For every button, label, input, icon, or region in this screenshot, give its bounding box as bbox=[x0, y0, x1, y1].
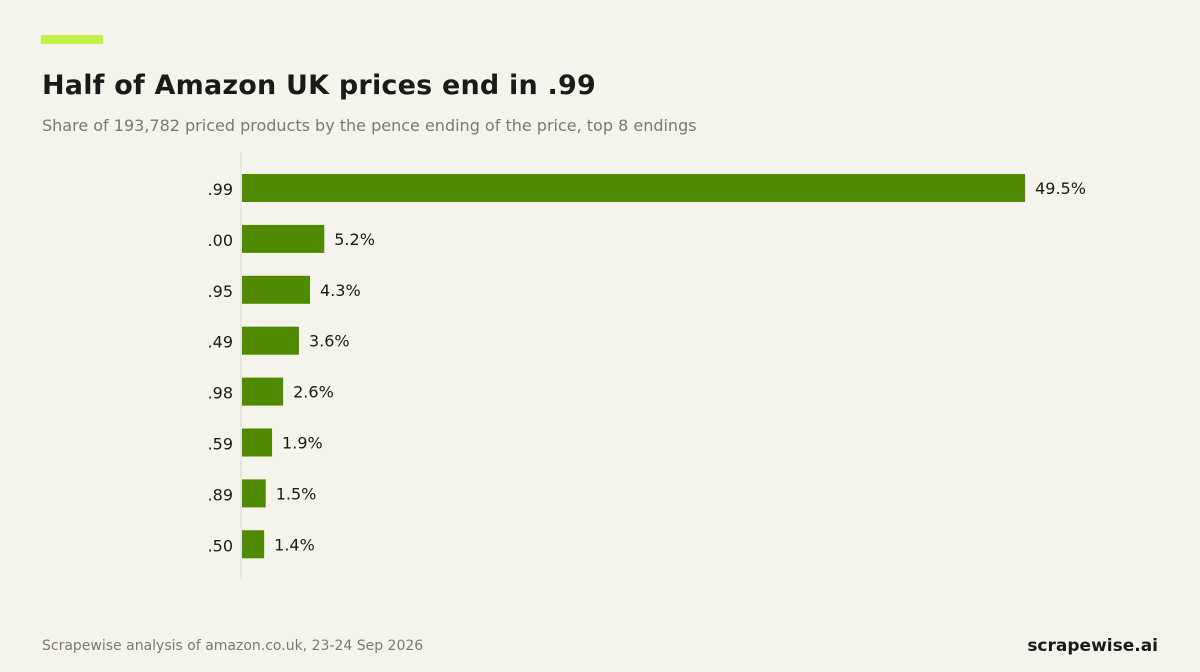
value-label: 3.6% bbox=[309, 332, 350, 351]
bar bbox=[242, 530, 265, 559]
chart-subtitle: Share of 193,782 priced products by the … bbox=[42, 116, 697, 135]
value-label: 1.5% bbox=[276, 484, 317, 503]
bar bbox=[242, 377, 284, 406]
bar bbox=[242, 224, 325, 253]
bar bbox=[242, 479, 266, 508]
chart-title: Half of Amazon UK prices end in .99 bbox=[42, 70, 596, 101]
bar bbox=[242, 275, 311, 304]
category-label: .59 bbox=[208, 435, 233, 454]
bar bbox=[242, 326, 299, 355]
value-label: 2.6% bbox=[293, 383, 334, 402]
category-label: .50 bbox=[208, 536, 233, 555]
bar bbox=[242, 428, 273, 457]
source-note: Scrapewise analysis of amazon.co.uk, 23-… bbox=[42, 638, 424, 654]
value-label: 49.5% bbox=[1035, 179, 1086, 198]
value-label: 4.3% bbox=[320, 281, 361, 300]
value-label: 1.9% bbox=[282, 434, 323, 453]
category-label: .99 bbox=[208, 180, 233, 199]
category-label: .00 bbox=[208, 231, 233, 250]
category-label: .95 bbox=[208, 282, 233, 301]
category-label: .49 bbox=[208, 333, 233, 352]
category-label: .89 bbox=[208, 485, 233, 504]
category-label: .98 bbox=[208, 384, 233, 403]
brand-link[interactable]: scrapewise.ai bbox=[1027, 636, 1158, 656]
bar bbox=[242, 174, 1026, 202]
accent-bar bbox=[41, 35, 103, 44]
value-label: 1.4% bbox=[274, 535, 315, 554]
value-label: 5.2% bbox=[334, 230, 375, 249]
